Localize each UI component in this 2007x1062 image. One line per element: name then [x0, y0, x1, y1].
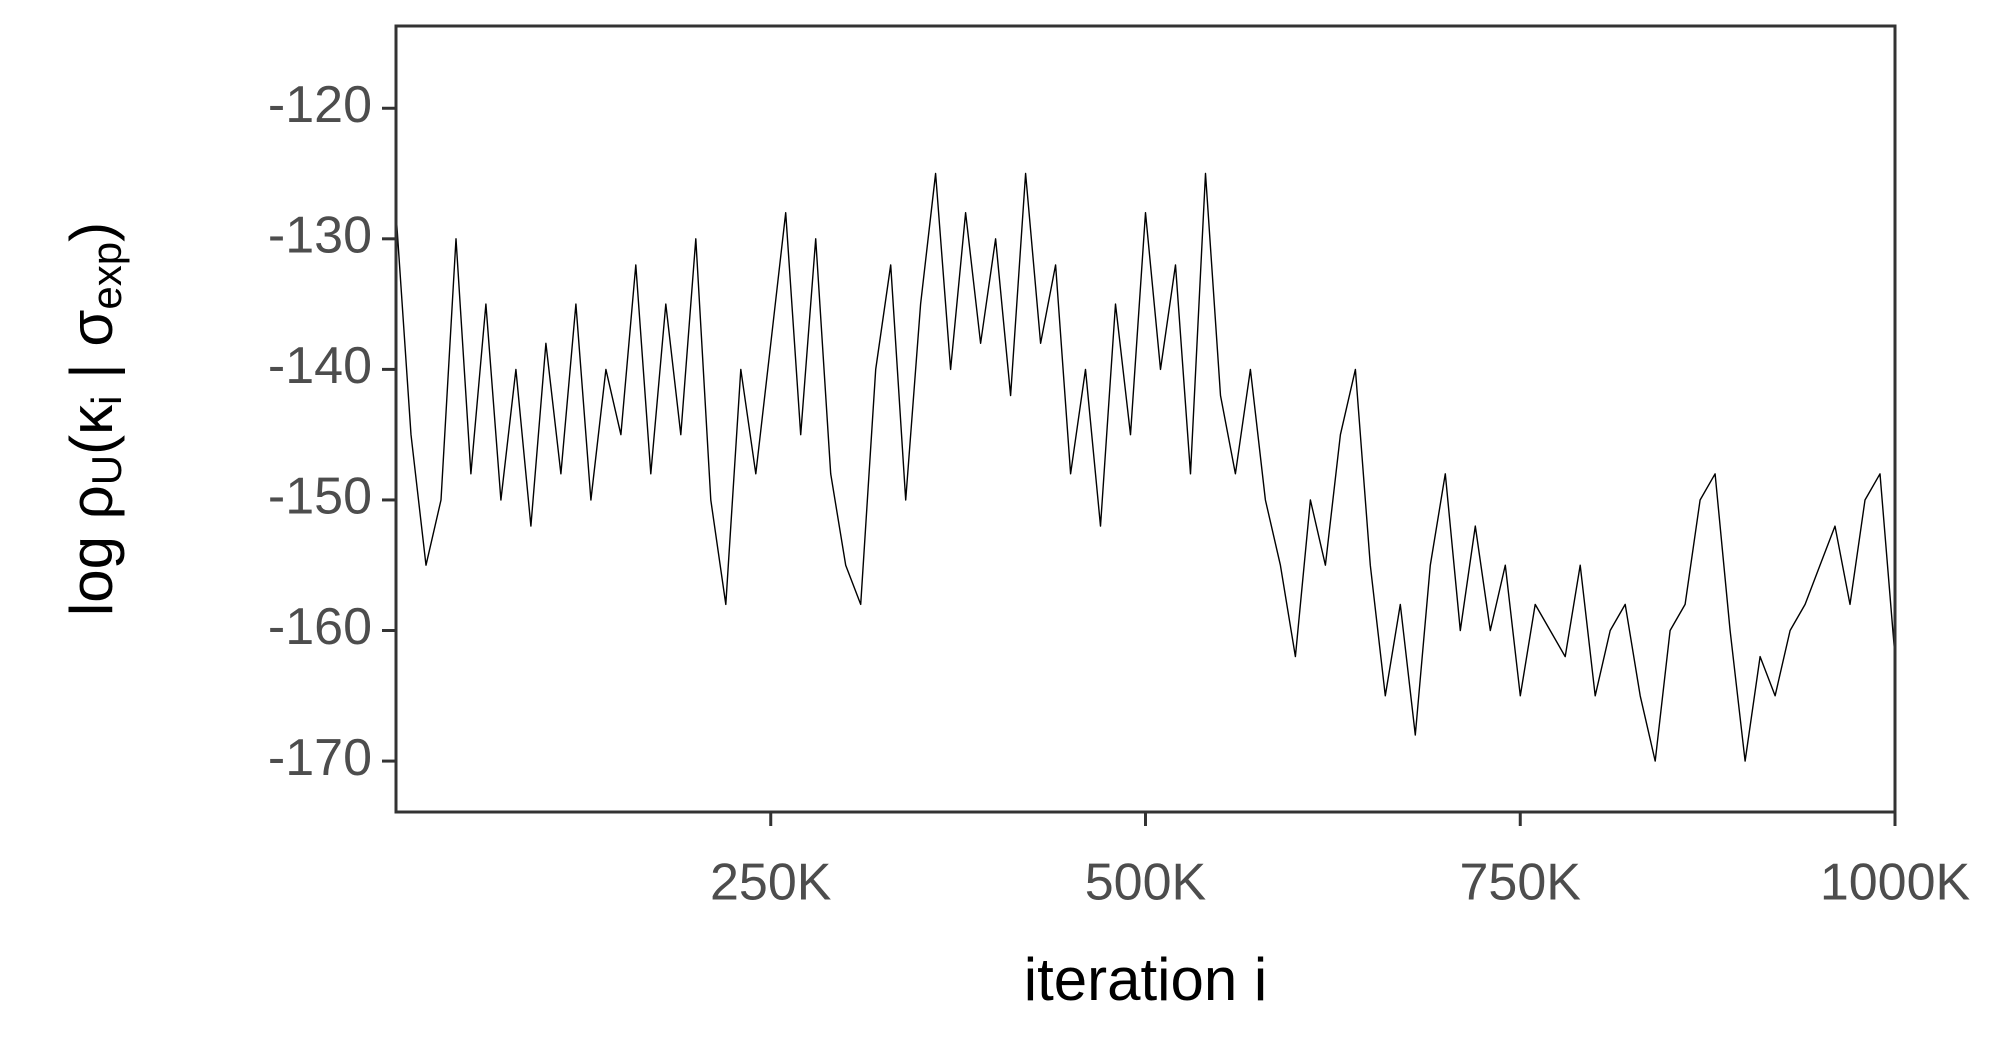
y-axis-title-part: log ρ	[58, 485, 125, 616]
trace-line	[395, 172, 1896, 762]
y-tick-label: -130	[268, 207, 372, 265]
y-axis-title-part: i	[83, 396, 130, 405]
y-tick-label: -170	[268, 729, 372, 787]
x-axis-title: iteration i	[1024, 946, 1267, 1013]
y-tick-label: -140	[268, 337, 372, 395]
x-tick-label: 500K	[1085, 854, 1207, 912]
y-tick-label: -120	[268, 76, 372, 134]
y-axis-title-part: exp	[83, 242, 130, 310]
y-axis-title-part: U	[83, 455, 130, 485]
y-tick-label: -160	[268, 598, 372, 656]
y-axis-title-part: | σ	[58, 310, 125, 396]
y-tick-label: -150	[268, 468, 372, 526]
x-tick-label: 250K	[710, 854, 832, 912]
plot-frame	[394, 24, 1897, 814]
x-tick-label: 750K	[1460, 854, 1582, 912]
x-tick-label: 1000K	[1820, 854, 1971, 912]
y-axis-title-part: (κ	[58, 404, 125, 455]
y-axis-title: log ρU(κi | σexp)	[58, 222, 130, 616]
y-axis-title-part: )	[58, 222, 125, 242]
